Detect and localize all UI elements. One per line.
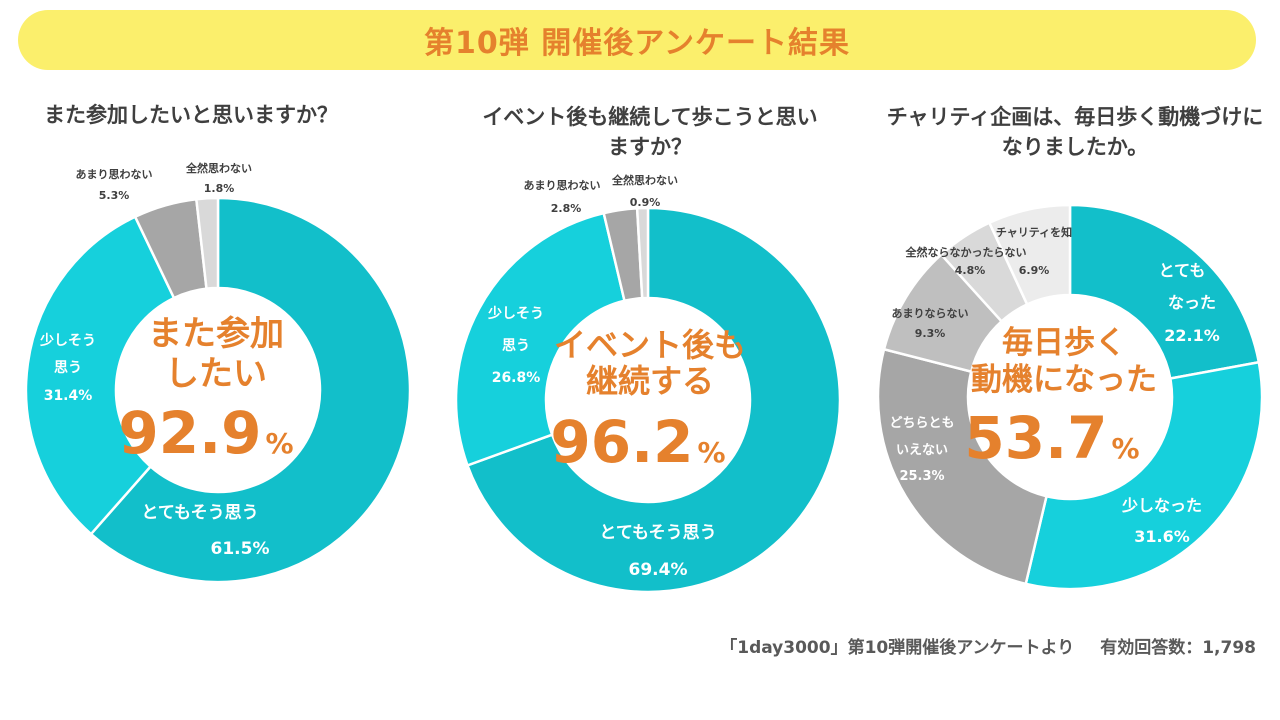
donut-3-slice-2-label: 少しなった <box>1121 496 1202 515</box>
donut-2-center-value: 96.2% <box>550 408 725 476</box>
donut-3-center-line1: 毎日歩く <box>1002 325 1126 361</box>
donut-3-slice-2-value: 31.6% <box>1134 527 1190 546</box>
footer-respondents: 有効回答数：1,798 <box>1100 638 1256 658</box>
donut-1-center-line2: したい <box>165 354 267 394</box>
donut-3-slice-6-label: チャリティを知 <box>996 225 1072 239</box>
donut-3-slice-5-label: 全然ならなかったらない <box>905 245 1027 259</box>
footer: 「1day3000」第10弾開催後アンケートより 有効回答数：1,798 <box>720 633 1256 658</box>
donut-1-slice-1 <box>89 196 412 584</box>
donut-2-slice-3-value: 2.8% <box>551 202 582 215</box>
donut-3-slice-3-label-b: いえない <box>896 443 948 458</box>
donut-1-slice-4 <box>194 196 220 291</box>
donut-1-center-line1: また参加 <box>148 314 284 354</box>
donut-3-slice-6 <box>987 203 1072 307</box>
donut-2-center-line1: イベント後も <box>554 326 746 364</box>
donut-2-slice-4-label: 全然思わない <box>611 173 678 187</box>
donut-2-slice-2-label-a: 少しそう <box>487 305 544 322</box>
donut-2-center-line2: 継続する <box>586 362 714 400</box>
donut-2-slice-1-label: とてもそう思う <box>599 523 716 543</box>
donut-1-slice-4-label: 全然思わない <box>185 161 252 175</box>
chart-2-title: イベント後も継続して歩こうと思いますか？ <box>480 102 820 162</box>
donut-3-slice-3-label-a: どちらとも <box>889 416 954 431</box>
donut-3-slice-1-label-a: とても <box>1159 261 1206 280</box>
donut-1-slice-1-label: とてもそう思う <box>141 503 258 523</box>
donut-1-slice-2-value: 31.4% <box>44 388 93 404</box>
donut-2-slice-4-value: 0.9% <box>630 196 661 209</box>
page-title: 第10弾 開催後アンケート結果 <box>424 26 850 61</box>
footer-source: 「1day3000」第10弾開催後アンケートより <box>720 638 1075 658</box>
chart-3-title: チャリティ企画は、毎日歩く動機づけになりましたか。 <box>880 102 1270 162</box>
chart-3-title-text: チャリティ企画は、毎日歩く動機づけになりましたか。 <box>886 105 1264 159</box>
donut-3-slice-5-value: 4.8% <box>955 264 986 277</box>
title-banner: 第10弾 開催後アンケート結果 <box>18 10 1256 70</box>
donut-3-slice-1-value: 22.1% <box>1164 326 1220 345</box>
chart-1-title: また参加したいと思いますか？ <box>44 100 338 130</box>
donut-1-slice-2-label-a: 少しそう <box>39 332 96 349</box>
donut-3-center-line2: 動機になった <box>971 362 1157 398</box>
donut-3-slice-2 <box>1024 360 1264 591</box>
donut-1-slice-1-value: 61.5% <box>211 539 270 559</box>
donut-1-slice-3-value: 5.3% <box>99 189 130 202</box>
donut-3-center-value: 53.7% <box>964 404 1139 472</box>
donut-1-slice-3-label: あまり思わない <box>76 168 153 181</box>
donut-3-slice-4-value: 9.3% <box>915 327 946 340</box>
donut-1-slice-2-label-b: 思う <box>54 360 82 376</box>
donut-3-slice-6-value: 6.9% <box>1019 264 1050 277</box>
donut-3-slice-1-label-b: なった <box>1168 293 1216 312</box>
donut-3-slice-3 <box>876 347 1049 586</box>
donut-2-slice-2-label-b: 思う <box>502 338 530 354</box>
chart-1-title-text: また参加したいと思いますか？ <box>44 103 338 127</box>
donut-1-slice-2 <box>24 215 176 536</box>
chart-2-title-text: イベント後も継続して歩こうと思いますか？ <box>482 105 818 159</box>
donut-2-slice-4 <box>635 206 650 300</box>
donut-3-slice-4-label: あまりならない <box>892 307 969 320</box>
donut-3-slice-3-value: 25.3% <box>899 469 944 484</box>
donut-1-center-value: 92.9% <box>118 399 293 467</box>
donut-2-slice-3-label: あまり思わない <box>524 179 601 192</box>
donut-2-slice-1 <box>465 206 842 594</box>
donut-3-slice-1 <box>1068 203 1261 380</box>
donut-2-slice-2-value: 26.8% <box>492 370 541 386</box>
donut-2-slice-1-value: 69.4% <box>629 560 688 580</box>
donut-2-slice-2 <box>454 211 626 467</box>
donut-1-slice-4-value: 1.8% <box>204 182 235 195</box>
